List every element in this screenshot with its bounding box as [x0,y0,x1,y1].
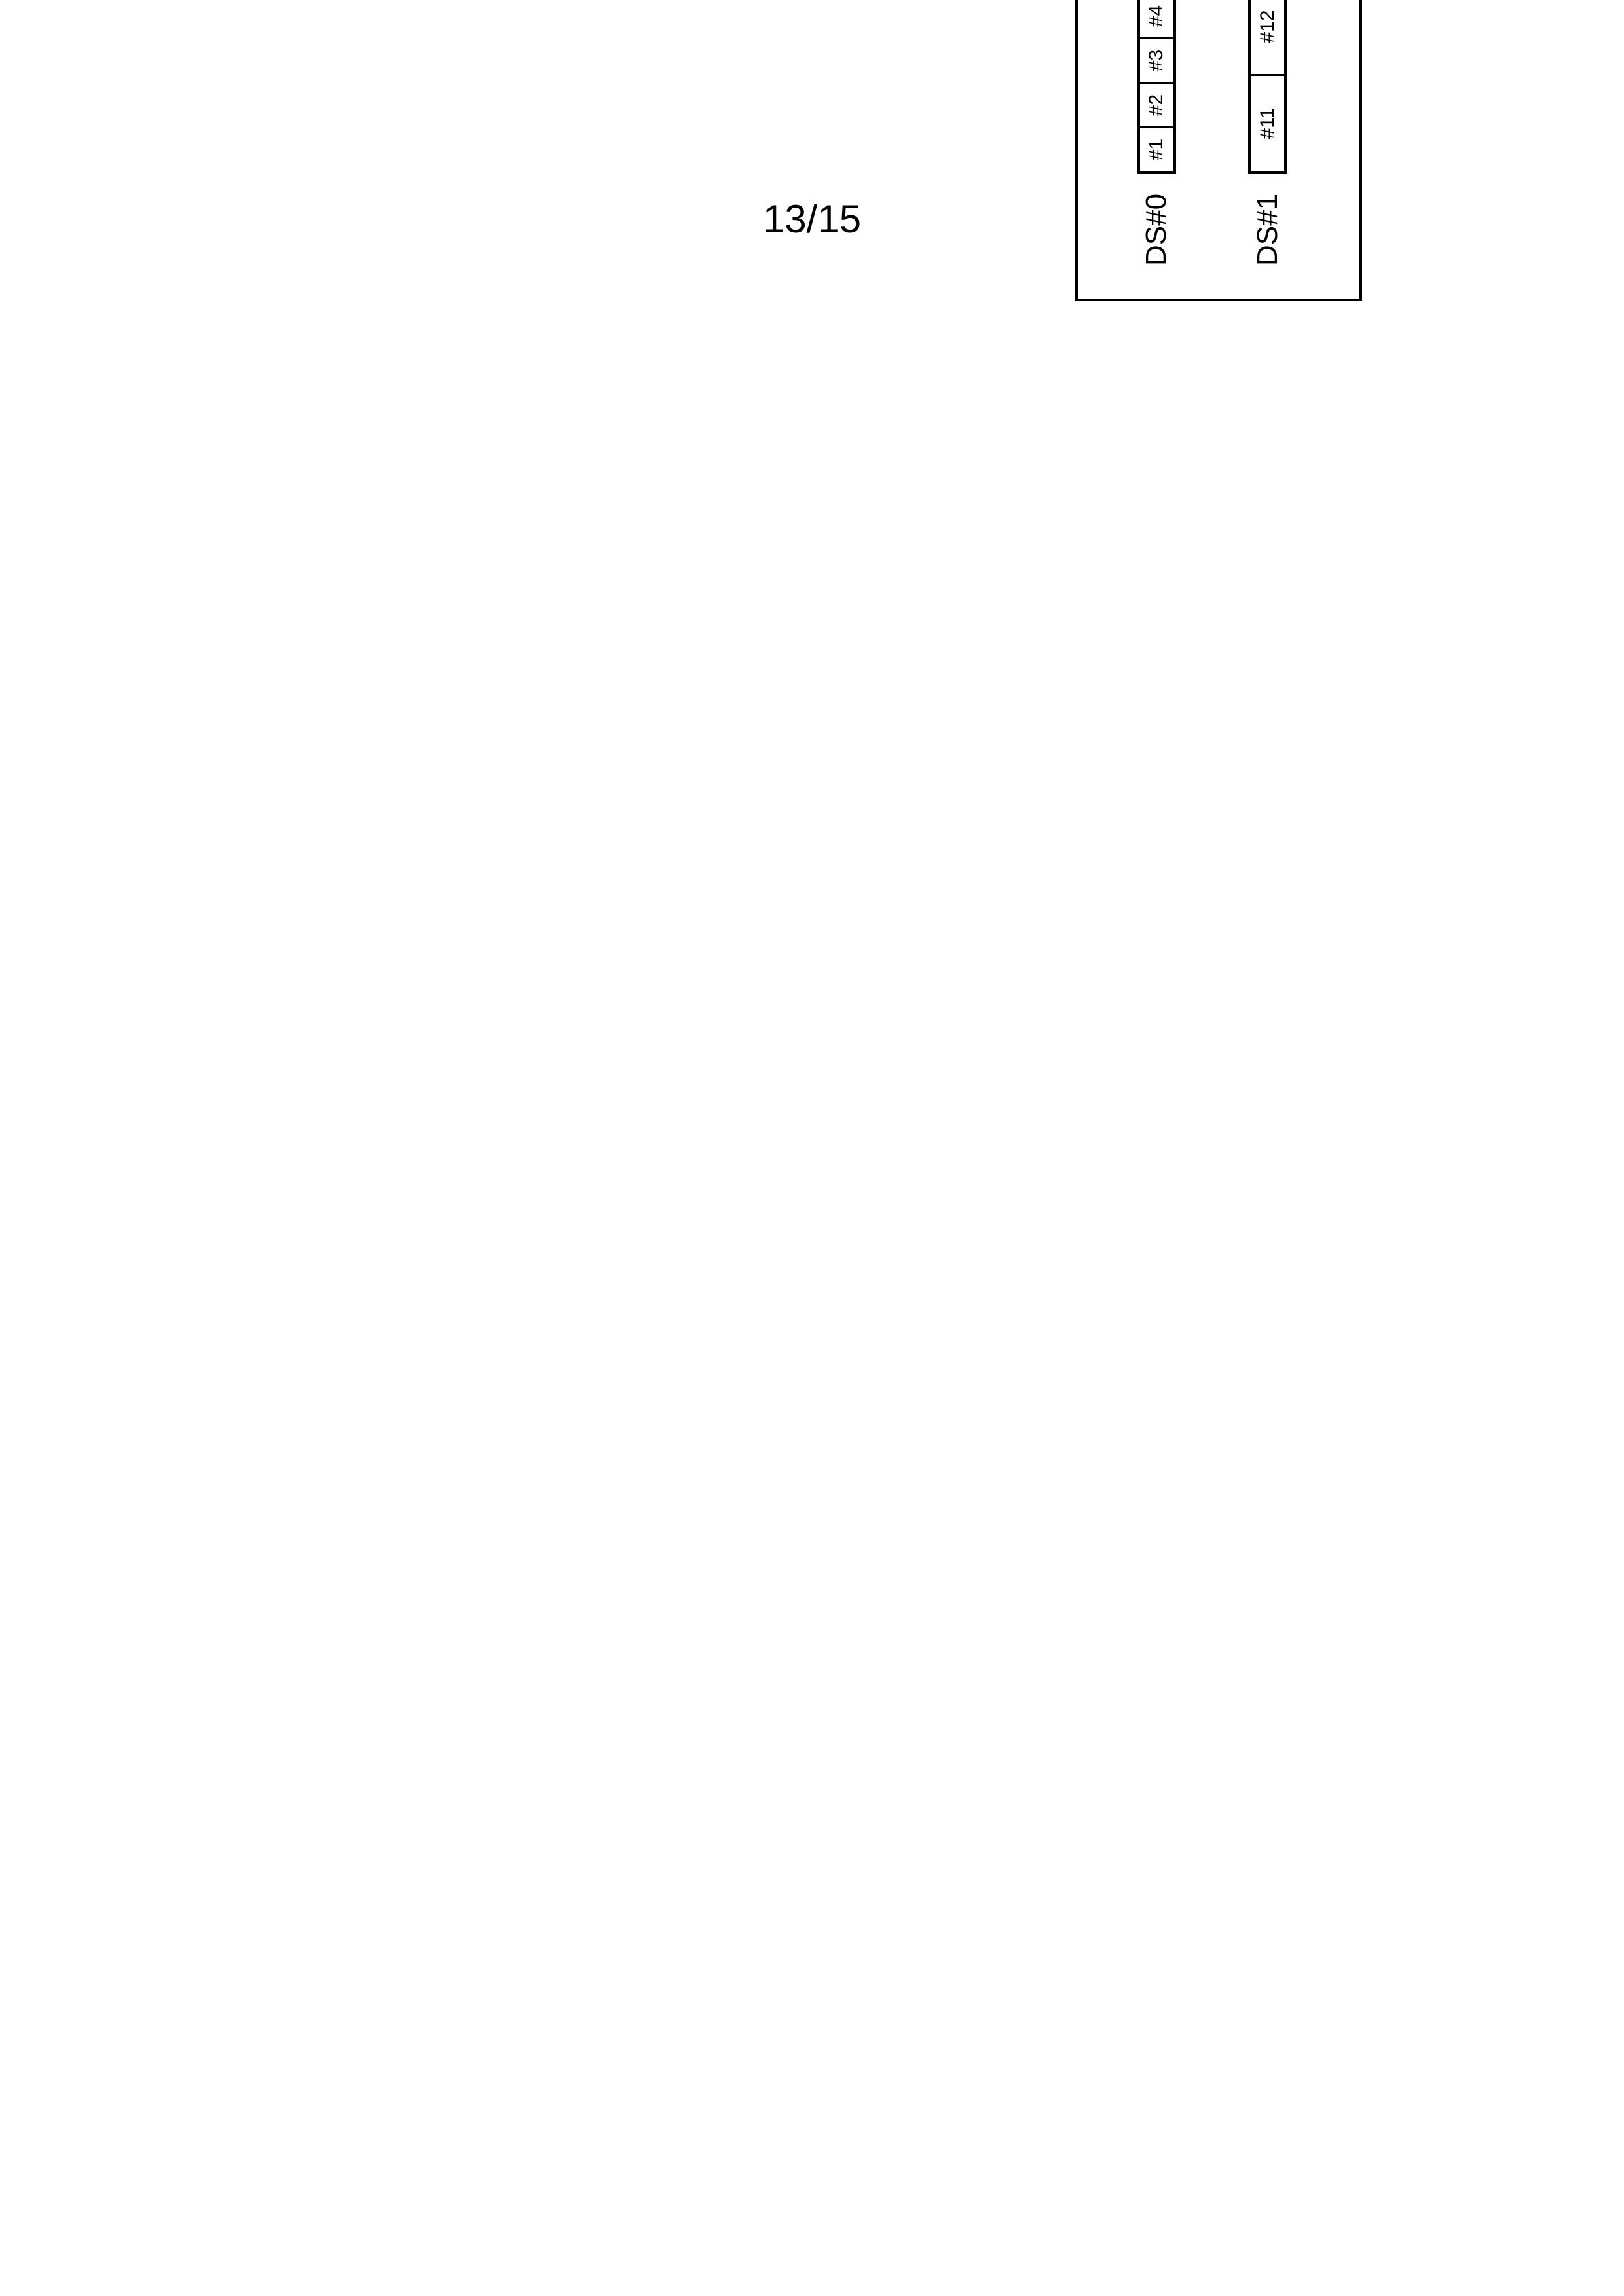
page: 13/15 Фиг. 13 DS#0 #1 #2 #3 #4 #5 #6 #7 [0,0,1624,2296]
frame-row-ds1: DS#1 #11 #12 #13 #14 #15 #16 #17 #18 #19… [1248,0,1287,266]
frame-cell: #2 [1140,82,1173,126]
frame-strip: #11 #12 #13 #14 #15 #16 #17 #18 #19 #20 … [1248,0,1287,174]
frame-cell: #4 [1140,0,1173,37]
frame-cell: #12 [1251,0,1284,74]
figure-rotated-wrap: Фиг. 13 DS#0 #1 #2 #3 #4 #5 #6 #7 #8 #9 [982,0,1362,393]
frame-cell: #1 [1140,126,1173,171]
frame-cell: #3 [1140,37,1173,82]
frame-strip: #1 #2 #3 #4 #5 #6 #7 #8 #9 #10 #21 #22 #… [1137,0,1176,174]
frame-cell: #11 [1251,74,1284,171]
figure: Фиг. 13 DS#0 #1 #2 #3 #4 #5 #6 #7 #8 #9 [982,0,1362,393]
figure-panel: DS#0 #1 #2 #3 #4 #5 #6 #7 #8 #9 #10 #21 … [1075,0,1362,301]
page-number: 13/15 [0,196,1624,242]
frame-row-ds0: DS#0 #1 #2 #3 #4 #5 #6 #7 #8 #9 #10 #21 … [1137,0,1176,266]
row-label: DS#0 [1140,187,1173,266]
row-label: DS#1 [1251,187,1284,266]
